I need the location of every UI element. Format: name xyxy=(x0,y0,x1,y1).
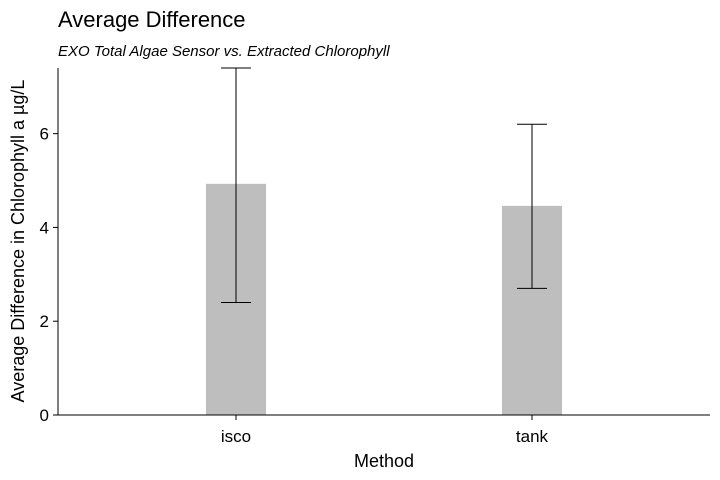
bars-group xyxy=(206,183,562,415)
x-axis-title: Method xyxy=(354,451,414,471)
y-ticks-group: 0 2 4 6 xyxy=(40,125,58,425)
y-axis-title: Average Difference in Chlorophyll a µg/L xyxy=(8,80,28,403)
x-tick-label-tank: tank xyxy=(516,427,549,446)
chart-title: Average Difference xyxy=(58,7,246,32)
error-bars-group xyxy=(221,67,547,303)
chart-subtitle: EXO Total Algae Sensor vs. Extracted Chl… xyxy=(58,43,390,60)
y-tick-label-6: 6 xyxy=(40,125,49,144)
y-tick-label-0: 0 xyxy=(40,406,49,425)
x-tick-label-isco: isco xyxy=(221,427,251,446)
y-tick-label-4: 4 xyxy=(40,218,49,237)
y-tick-label-2: 2 xyxy=(40,312,49,331)
x-ticks-group: isco tank xyxy=(221,415,549,446)
